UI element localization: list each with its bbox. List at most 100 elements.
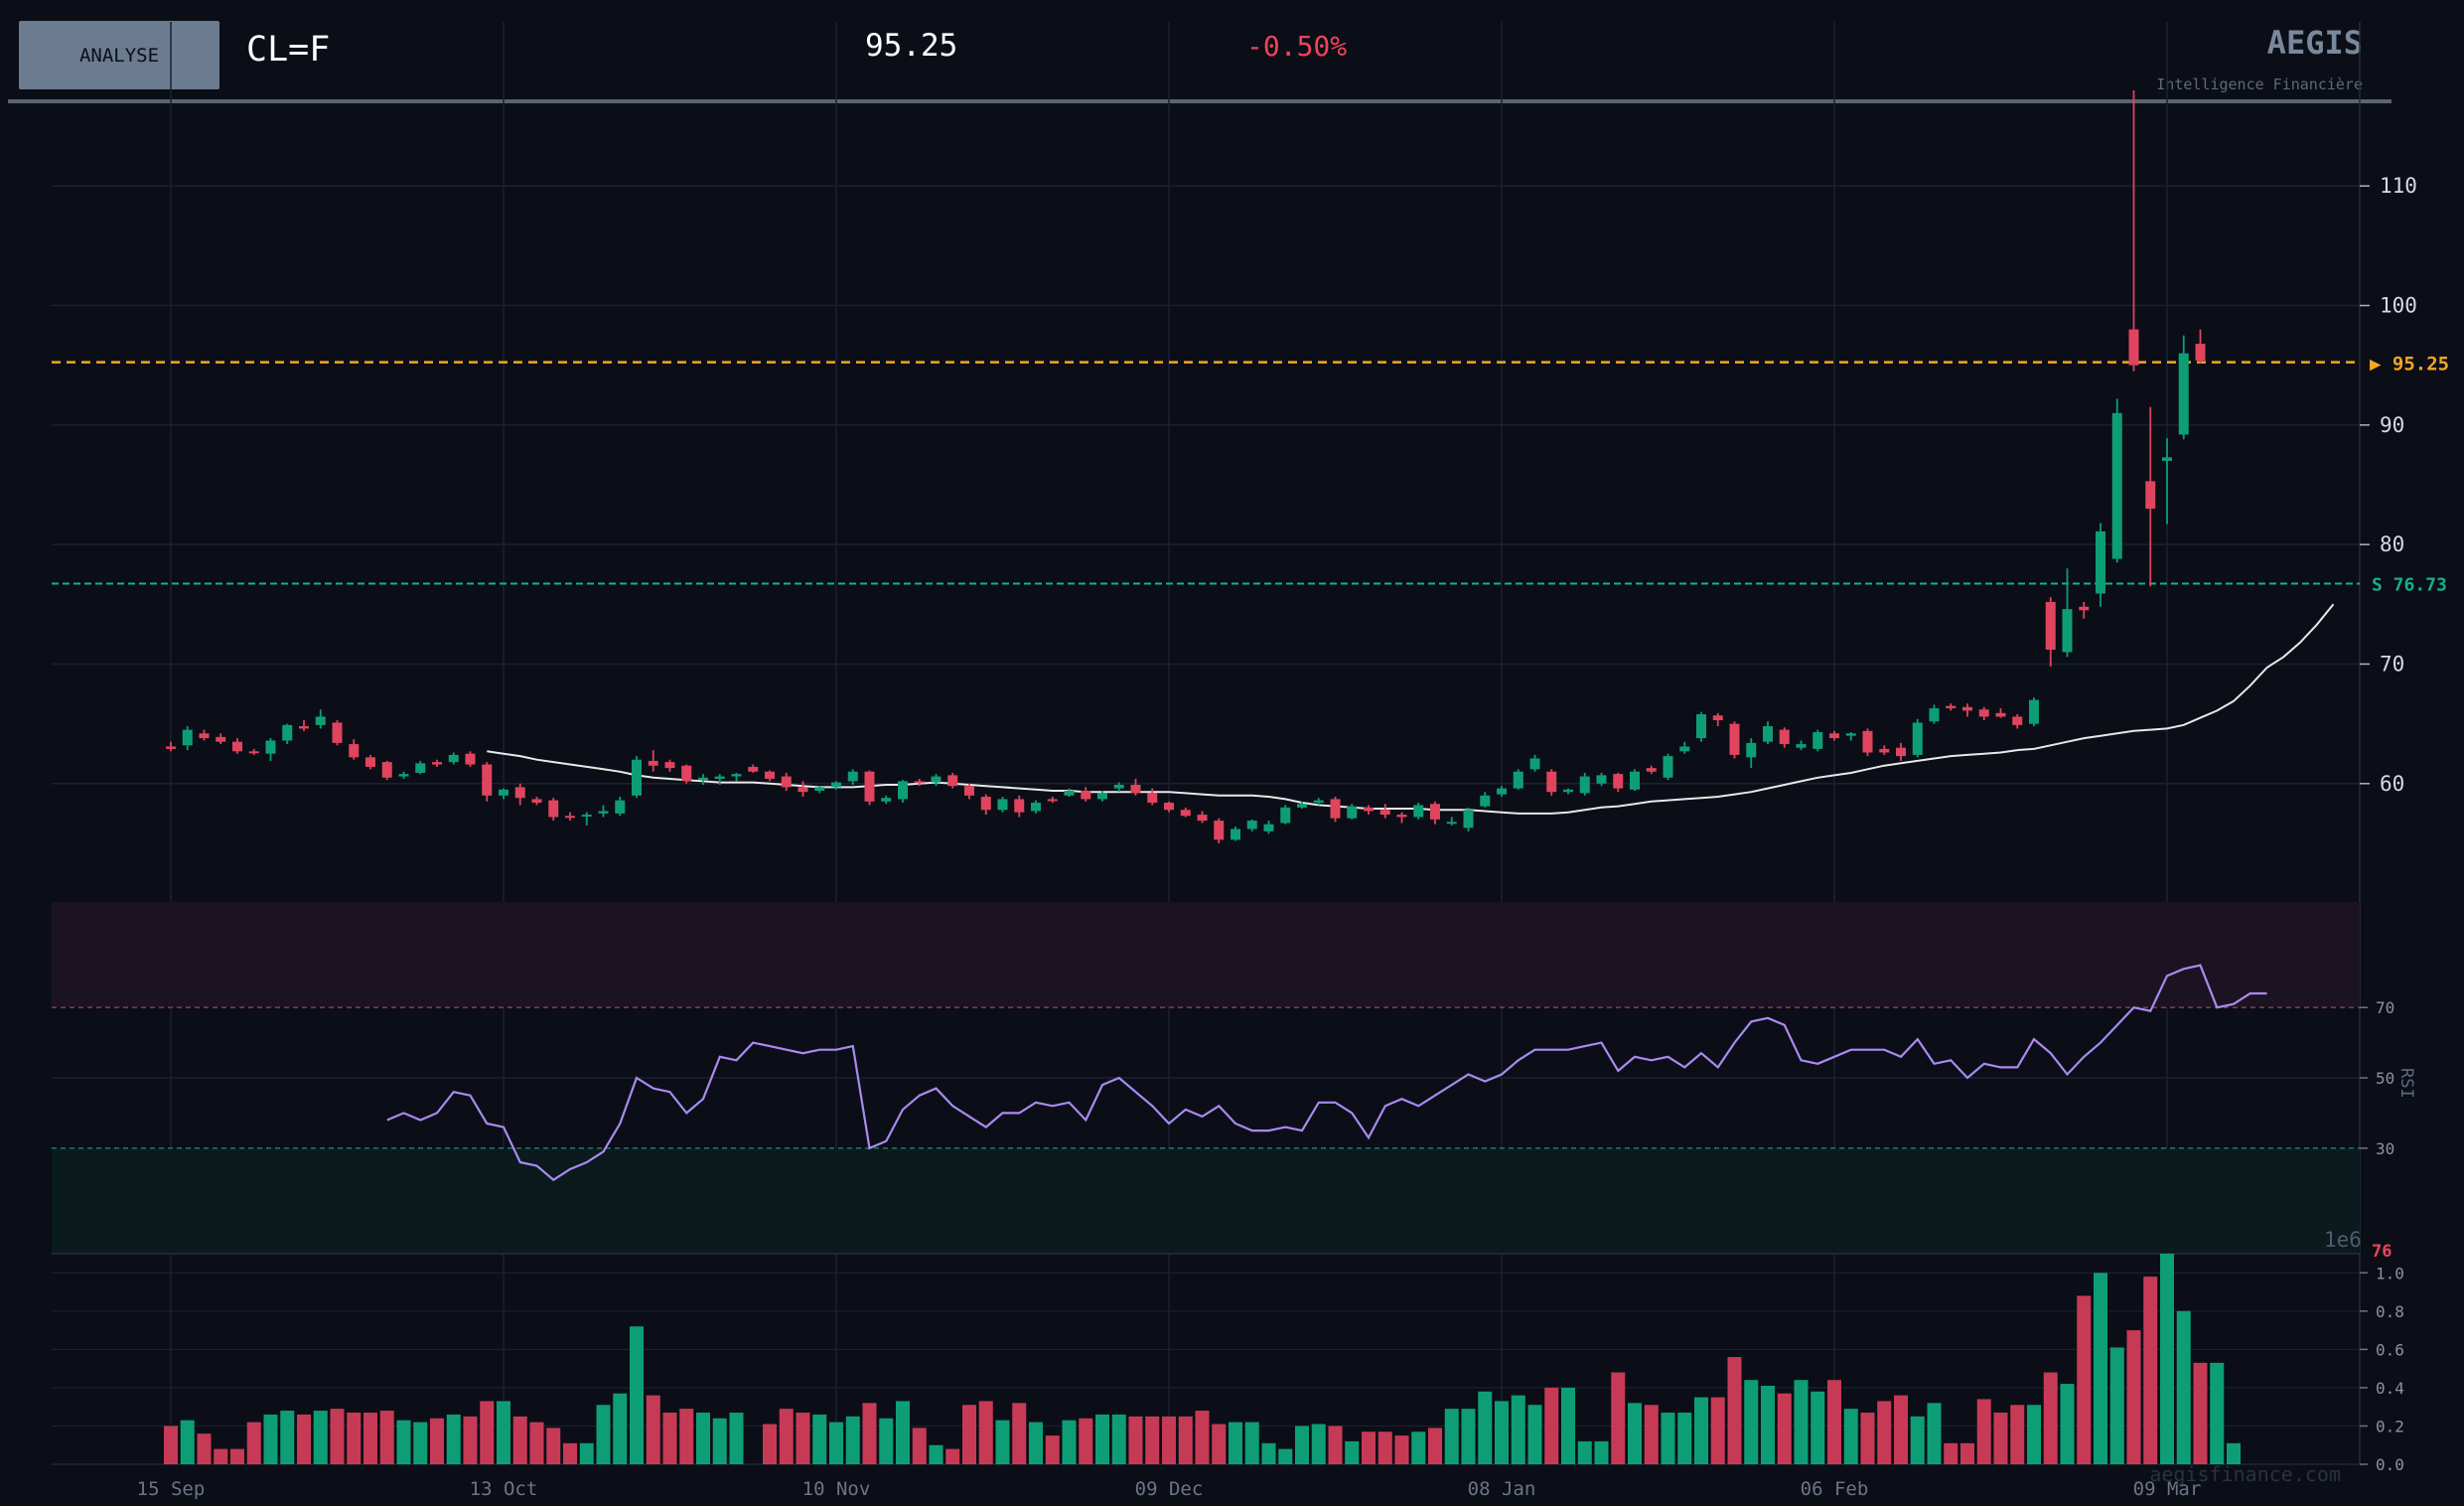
volume-bar xyxy=(1511,1395,1525,1464)
volume-bar xyxy=(1860,1412,1875,1464)
volume-bar xyxy=(929,1444,943,1464)
volume-bar xyxy=(413,1422,428,1464)
volume-bar xyxy=(1394,1435,1409,1464)
candle-body xyxy=(814,787,825,791)
candle-body xyxy=(681,765,692,782)
candle-body xyxy=(1231,828,1240,840)
candle-body xyxy=(1862,730,1873,753)
volume-bar xyxy=(845,1416,860,1464)
volume-bar xyxy=(197,1433,212,1464)
candle-body xyxy=(1164,803,1174,811)
volume-bar xyxy=(230,1448,244,1464)
candle-body xyxy=(931,776,942,783)
candle-body xyxy=(1214,821,1225,840)
volume-bar xyxy=(1877,1401,1892,1464)
candle-body xyxy=(1796,744,1807,748)
volume-bar xyxy=(347,1412,362,1464)
volume-bar xyxy=(313,1411,328,1464)
candle-body xyxy=(315,716,326,725)
volume-bar xyxy=(1045,1435,1060,1464)
volume-bar xyxy=(679,1409,694,1464)
volume-bar xyxy=(1229,1422,1242,1464)
candle-body xyxy=(598,811,609,814)
volume-bar xyxy=(662,1412,677,1464)
candle-body xyxy=(997,799,1008,811)
volume-bar xyxy=(613,1393,628,1464)
candle-body xyxy=(1663,756,1673,778)
volume-bar xyxy=(363,1412,377,1464)
candle-body xyxy=(698,777,708,781)
rsi-oversold-zone xyxy=(52,1147,2360,1254)
candle-body xyxy=(531,799,542,804)
volume-bar xyxy=(1910,1416,1925,1464)
y-tick-label: 110 xyxy=(2380,174,2417,198)
candle-body xyxy=(748,766,759,772)
candle-body xyxy=(2145,481,2156,510)
candle-body xyxy=(1246,821,1257,829)
candle-body xyxy=(2128,329,2139,366)
volume-bar xyxy=(579,1442,594,1464)
volume-bar xyxy=(2043,1372,2058,1464)
candle-body xyxy=(299,726,309,729)
volume-bar xyxy=(2143,1277,2158,1464)
volume-bar xyxy=(463,1416,478,1464)
candle-body xyxy=(1613,774,1624,789)
volume-bar xyxy=(896,1401,910,1464)
candle-body xyxy=(1929,707,1940,722)
candle-body xyxy=(482,764,493,796)
candle-body xyxy=(1014,799,1025,813)
candle-body xyxy=(1313,800,1324,804)
volume-bar xyxy=(1295,1426,1309,1464)
volume-bar xyxy=(862,1403,877,1464)
rsi-line xyxy=(386,964,2267,1182)
volume-bar xyxy=(1894,1395,1908,1464)
volume-bar xyxy=(2126,1330,2141,1464)
candle-body xyxy=(1263,824,1274,831)
analyse-button[interactable]: ANALYSE xyxy=(19,21,219,89)
candle-body xyxy=(648,760,658,766)
volume-bar xyxy=(796,1412,810,1464)
volume-bar xyxy=(1677,1412,1692,1464)
x-tick-label: 09 Mar xyxy=(2133,1478,2202,1500)
volume-bar xyxy=(729,1412,744,1464)
volume-bar xyxy=(1577,1440,1592,1464)
x-tick-label: 13 Oct xyxy=(470,1478,538,1500)
volume-bar xyxy=(1544,1387,1559,1464)
candle-body xyxy=(947,775,958,787)
candle-body xyxy=(847,771,858,782)
candle-body xyxy=(1347,806,1358,819)
candle-body xyxy=(1529,758,1540,770)
volume-bar xyxy=(1727,1357,1742,1464)
volume-tick-label: 0.4 xyxy=(2376,1379,2404,1398)
volume-bar xyxy=(1827,1380,1841,1464)
candle-body xyxy=(1829,733,1839,739)
candle-body xyxy=(349,744,360,758)
volume-bar xyxy=(962,1405,976,1464)
volume-bar xyxy=(1661,1412,1675,1464)
volume-bar xyxy=(2094,1273,2107,1464)
volume-bar xyxy=(2109,1347,2124,1464)
volume-bar xyxy=(945,1448,960,1464)
volume-bar xyxy=(1128,1416,1143,1464)
volume-bar xyxy=(1311,1424,1326,1464)
volume-bar xyxy=(529,1422,544,1464)
candle-body xyxy=(1812,732,1823,749)
volume-bar xyxy=(2060,1384,2075,1464)
price-change: -0.50% xyxy=(1246,30,1348,63)
volume-bar xyxy=(214,1448,228,1464)
brand-logo: AEGIS xyxy=(2266,24,2363,62)
x-tick-label: 08 Jan xyxy=(1468,1478,1536,1500)
candle-body xyxy=(1995,712,2006,717)
candle-body xyxy=(1696,714,1706,739)
volume-bar xyxy=(330,1409,345,1464)
candle-body xyxy=(499,789,508,796)
candle-body xyxy=(1113,784,1124,789)
candle-body xyxy=(248,751,259,754)
volume-bar xyxy=(1444,1409,1459,1464)
volume-bar xyxy=(696,1412,710,1464)
candle-body xyxy=(565,816,575,819)
rsi-tick-label: 70 xyxy=(2376,998,2394,1017)
volume-bar xyxy=(396,1420,411,1464)
ticker-symbol: CL=F xyxy=(246,30,331,70)
candle-body xyxy=(1763,726,1773,742)
